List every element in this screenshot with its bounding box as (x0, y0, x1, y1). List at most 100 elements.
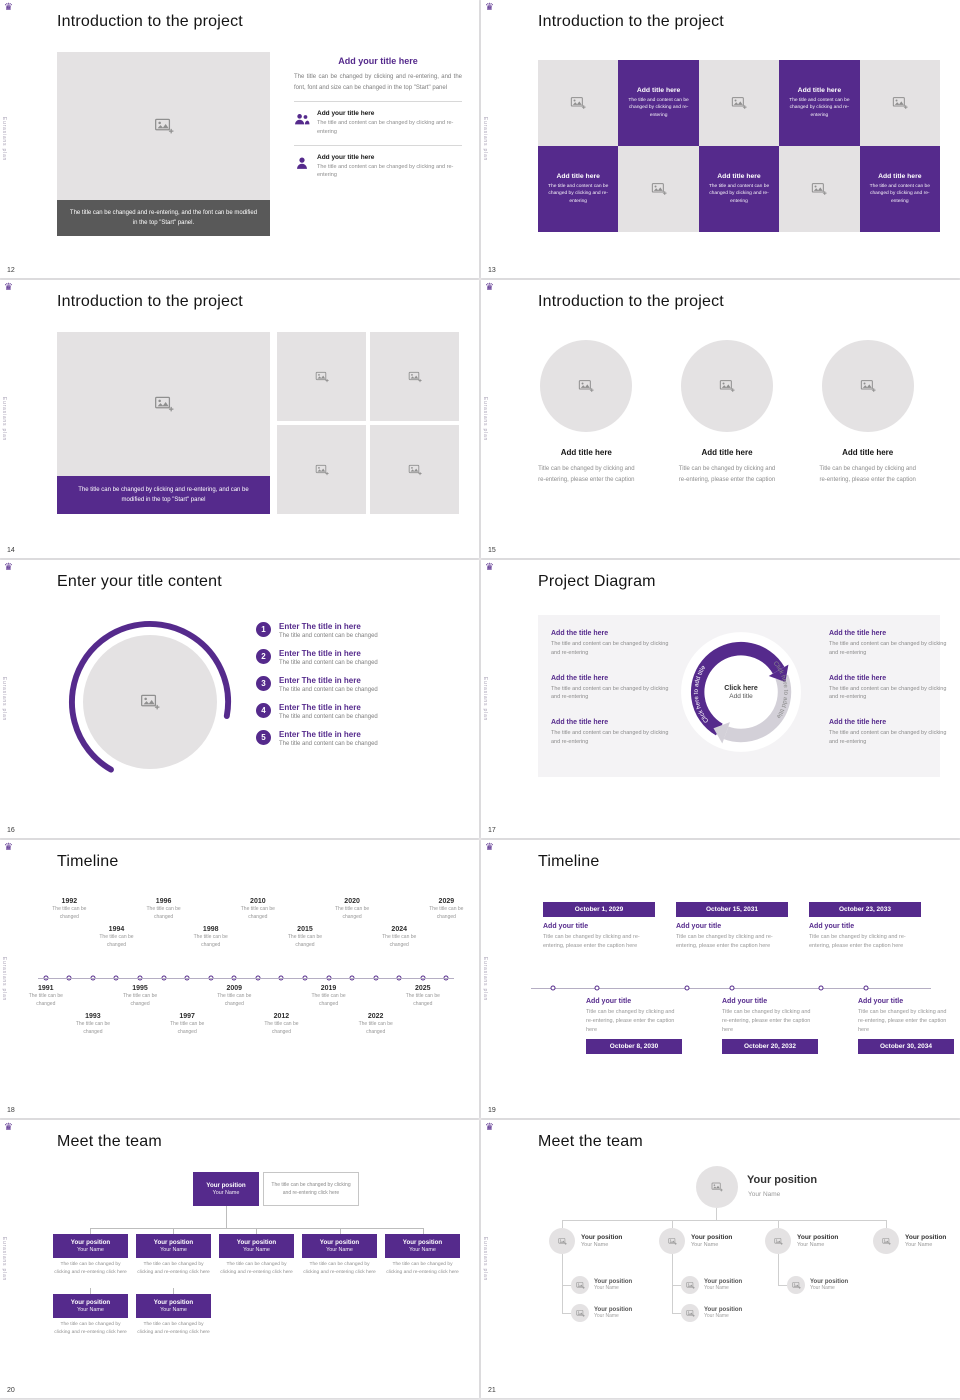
slide-18[interactable]: ♛ Eurasians plan Timeline 1991 The title… (0, 840, 479, 1118)
entry-text: The title and content can be changed by … (829, 641, 947, 656)
entry-text: The title and content can be changed by … (551, 685, 669, 701)
timeline-dot (818, 985, 824, 991)
image-placeholder (277, 425, 366, 514)
slide-14[interactable]: ♛ Eurasians plan Introduction to the pro… (0, 280, 479, 558)
slide-19[interactable]: ♛ Eurasians plan Timeline October 1, 202… (481, 840, 960, 1118)
person-icon (297, 157, 307, 169)
crown-logo-icon: ♛ (4, 1122, 13, 1133)
slide-20[interactable]: ♛ Eurasians plan Meet the team Your posi… (0, 1120, 479, 1398)
timeline-year: 1996 (155, 898, 172, 905)
column-caption: Title can be changed by clicking and re-… (819, 466, 916, 483)
content-text: The title can be changed by clicking and… (294, 74, 462, 91)
entry-title: Add the title here (551, 719, 609, 727)
slide-17[interactable]: ♛ Eurasians plan Project Diagram Add the… (481, 560, 960, 838)
name-label: Your Name (810, 1285, 835, 1291)
item-text: The title and content can be changed by … (317, 120, 454, 135)
image-placeholder (277, 332, 366, 421)
timeline-line (38, 977, 454, 979)
timeline-year: 1994 (108, 926, 125, 933)
timeline-entry: 2025 The title can be changed (406, 892, 440, 1087)
column-title: Add title here (560, 448, 612, 457)
vertical-brand-text: Eurasians plan (482, 1236, 488, 1282)
avatar (659, 1228, 685, 1254)
page-title: Project Diagram (538, 573, 656, 590)
org-box: Your position Your Name (136, 1294, 211, 1318)
image-placeholder (540, 340, 633, 432)
tile-title: Add title here (717, 172, 761, 180)
name-label: Your Name (748, 1191, 781, 1198)
name-label: Your Name (160, 1307, 187, 1313)
timeline-caption: The title can be changed (75, 1021, 110, 1035)
item-title: Enter The title in here (279, 730, 361, 739)
page-number: 19 (488, 1107, 496, 1114)
entry-text: The title and content can be changed by … (829, 730, 947, 745)
number-badge: 5 (256, 730, 271, 745)
image-placeholder (83, 635, 217, 769)
page-title: Introduction to the project (57, 13, 243, 30)
position-label: Your position (704, 1279, 743, 1285)
org-note: The title can be changed by clicking and… (263, 1172, 359, 1206)
image-placeholder-icon (711, 1182, 723, 1192)
timeline-label: 1997 The title can be changed (167, 1013, 207, 1036)
title-tile: Add title here The title and content can… (859, 146, 940, 232)
name-label: Your Name (797, 1242, 825, 1248)
name-label: Your Name (594, 1285, 619, 1291)
timeline-year: 1995 (132, 985, 148, 992)
position-label: Your position (747, 1174, 818, 1186)
crown-logo-icon: ♛ (485, 282, 494, 293)
image-placeholder-icon (315, 371, 329, 382)
org-box: Your position Your Name (385, 1234, 460, 1258)
timeline-event: Add your title Title can be changed by c… (586, 998, 682, 1055)
diagram-entry: Add the title here The title and content… (829, 675, 947, 703)
org-cell: Your position Your Name The title can be… (53, 1294, 128, 1336)
timeline-caption: The title can be changed (335, 906, 370, 920)
tile-text: The title and content can be changed by … (869, 183, 930, 204)
connector-line (716, 1208, 717, 1220)
crown-logo-icon: ♛ (4, 2, 13, 13)
image-placeholder-icon (408, 464, 422, 475)
left-entries: Add the title here The title and content… (551, 630, 669, 747)
timeline-event: October 15, 2031 Add your title Title ca… (676, 902, 788, 951)
numbered-item: 1 Enter The title in here The title and … (256, 622, 464, 639)
item-title: Add your title here (317, 153, 375, 161)
slide-15[interactable]: ♛ Eurasians plan Introduction to the pro… (481, 280, 960, 558)
timeline-label: 1992 The title can be changed (49, 898, 89, 921)
event-caption: Title can be changed by clicking and re-… (809, 934, 906, 949)
slide-13[interactable]: ♛ Eurasians plan Introduction to the pro… (481, 0, 960, 278)
connector-line (778, 1254, 779, 1285)
timeline-year: 2012 (273, 1013, 290, 1020)
timeline-caption: The title can be changed (240, 906, 275, 920)
team-sub-member: Your position Your Name (787, 1276, 848, 1294)
connector-line (562, 1220, 886, 1221)
timeline-caption: The title can be changed (311, 993, 346, 1007)
slide-21[interactable]: ♛ Eurasians plan Meet the team Your posi… (481, 1120, 960, 1398)
connector-line (672, 1254, 673, 1313)
timeline-top-events: October 1, 2029 Add your title Title can… (543, 902, 921, 951)
timeline-year: 1991 (37, 985, 54, 992)
timeline-year: 1997 (179, 1013, 195, 1020)
position-label: Your position (319, 1239, 360, 1246)
org-row-2: Your position Your Name The title can be… (53, 1294, 211, 1336)
timeline-label: 2025 The title can be changed (403, 985, 443, 1008)
diagram-entry: Add the title here The title and content… (551, 630, 669, 658)
connector-line (90, 1288, 91, 1294)
slide-16[interactable]: ♛ Eurasians plan Enter your title conten… (0, 560, 479, 838)
image-placeholder-icon (557, 1237, 567, 1245)
crown-logo-icon: ♛ (485, 562, 494, 573)
date-banner: October 30, 2034 (858, 1039, 954, 1055)
org-caption: The title can be changed by clicking and… (54, 1322, 127, 1335)
connector-line (672, 1220, 673, 1228)
slide-12[interactable]: ♛ Eurasians plan Introduction to the pro… (0, 0, 479, 278)
item-title: Enter The title in here (279, 649, 361, 658)
team-member: Your position Your Name (549, 1228, 622, 1254)
crown-logo-icon: ♛ (485, 842, 494, 853)
org-caption: The title can be changed by clicking and… (54, 1262, 127, 1275)
column-title: Add title here (701, 448, 753, 457)
connector-line (90, 1228, 91, 1234)
item-text: The title and content can be changed (279, 714, 378, 720)
team-member: Your position Your Name (873, 1228, 946, 1254)
timeline-year: 2020 (344, 898, 360, 905)
timeline-label: 2029 The title can be changed (426, 898, 466, 921)
entry-title: Add the title here (551, 674, 609, 682)
vertical-brand-text: Eurasians plan (482, 396, 488, 442)
